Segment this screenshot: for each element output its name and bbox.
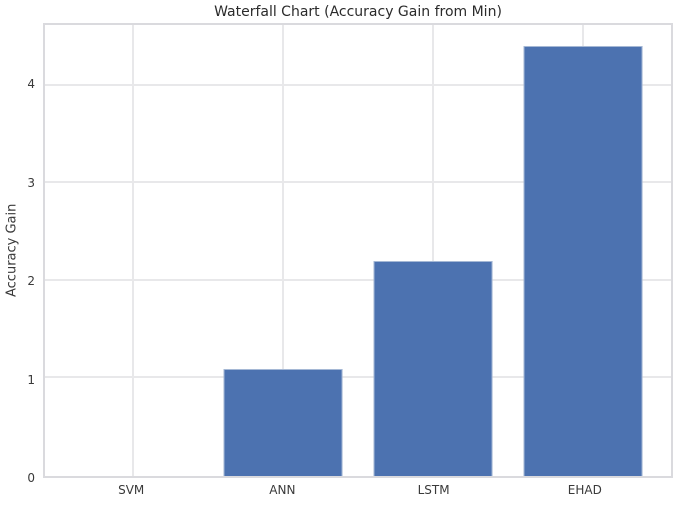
y-tick-label: 4 <box>27 77 35 92</box>
y-tick-label: 1 <box>27 372 35 387</box>
y-tick-label: 2 <box>27 274 35 289</box>
horizontal-gridline <box>45 83 671 86</box>
bar-ehad <box>523 46 643 476</box>
plot-area <box>43 23 673 478</box>
y-tick-label: 0 <box>27 471 35 485</box>
vertical-gridline <box>432 25 435 476</box>
chart-title: Waterfall Chart (Accuracy Gain from Min) <box>214 4 502 20</box>
bar-ann <box>223 368 343 476</box>
vertical-gridline <box>281 25 284 476</box>
y-tick-label: 3 <box>27 175 35 190</box>
vertical-gridline <box>131 25 134 476</box>
x-tick-label: ANN <box>269 483 296 497</box>
horizontal-gridline <box>45 278 671 281</box>
horizontal-gridline <box>45 181 671 184</box>
x-tick-label: SVM <box>118 483 145 497</box>
y-tick-labels: 0 1 2 3 4 <box>0 23 39 484</box>
x-tick-label: LSTM <box>417 483 450 497</box>
bar-lstm <box>373 261 493 476</box>
horizontal-gridline <box>45 376 671 379</box>
x-tick-label: EHAD <box>567 483 602 497</box>
x-tick-labels: SVM ANN LSTM EHAD <box>43 483 673 503</box>
